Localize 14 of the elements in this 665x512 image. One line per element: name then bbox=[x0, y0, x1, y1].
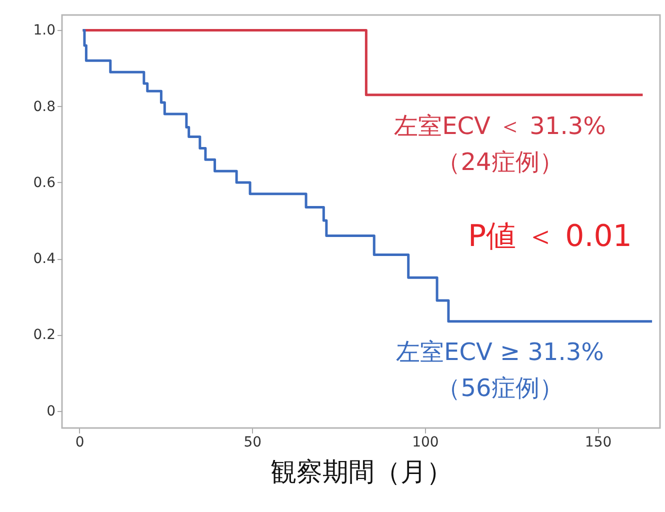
y-tick-label: 0.2 bbox=[33, 327, 56, 344]
x-tick-label: 0 bbox=[75, 434, 84, 450]
y-tick-label: 0.4 bbox=[33, 251, 56, 268]
x-tick-label: 150 bbox=[584, 434, 612, 450]
x-tick-label: 100 bbox=[412, 434, 439, 450]
x-axis-title: 観察期間（月） bbox=[270, 458, 452, 488]
y-tick-label: 0 bbox=[46, 403, 56, 420]
series-label: 左室ECV ≥ 31.3% （56症例） bbox=[396, 338, 604, 402]
annotation: P値 ＜ 0.01 bbox=[468, 219, 632, 254]
y-tick-label: 0.6 bbox=[33, 174, 56, 191]
x-tick-label: 50 bbox=[244, 434, 262, 450]
y-tick-label: 1.0 bbox=[33, 22, 56, 39]
series-label: 左室ECV ＜ 31.3% （24症例） bbox=[394, 112, 606, 176]
y-tick-label: 0.8 bbox=[33, 98, 56, 115]
